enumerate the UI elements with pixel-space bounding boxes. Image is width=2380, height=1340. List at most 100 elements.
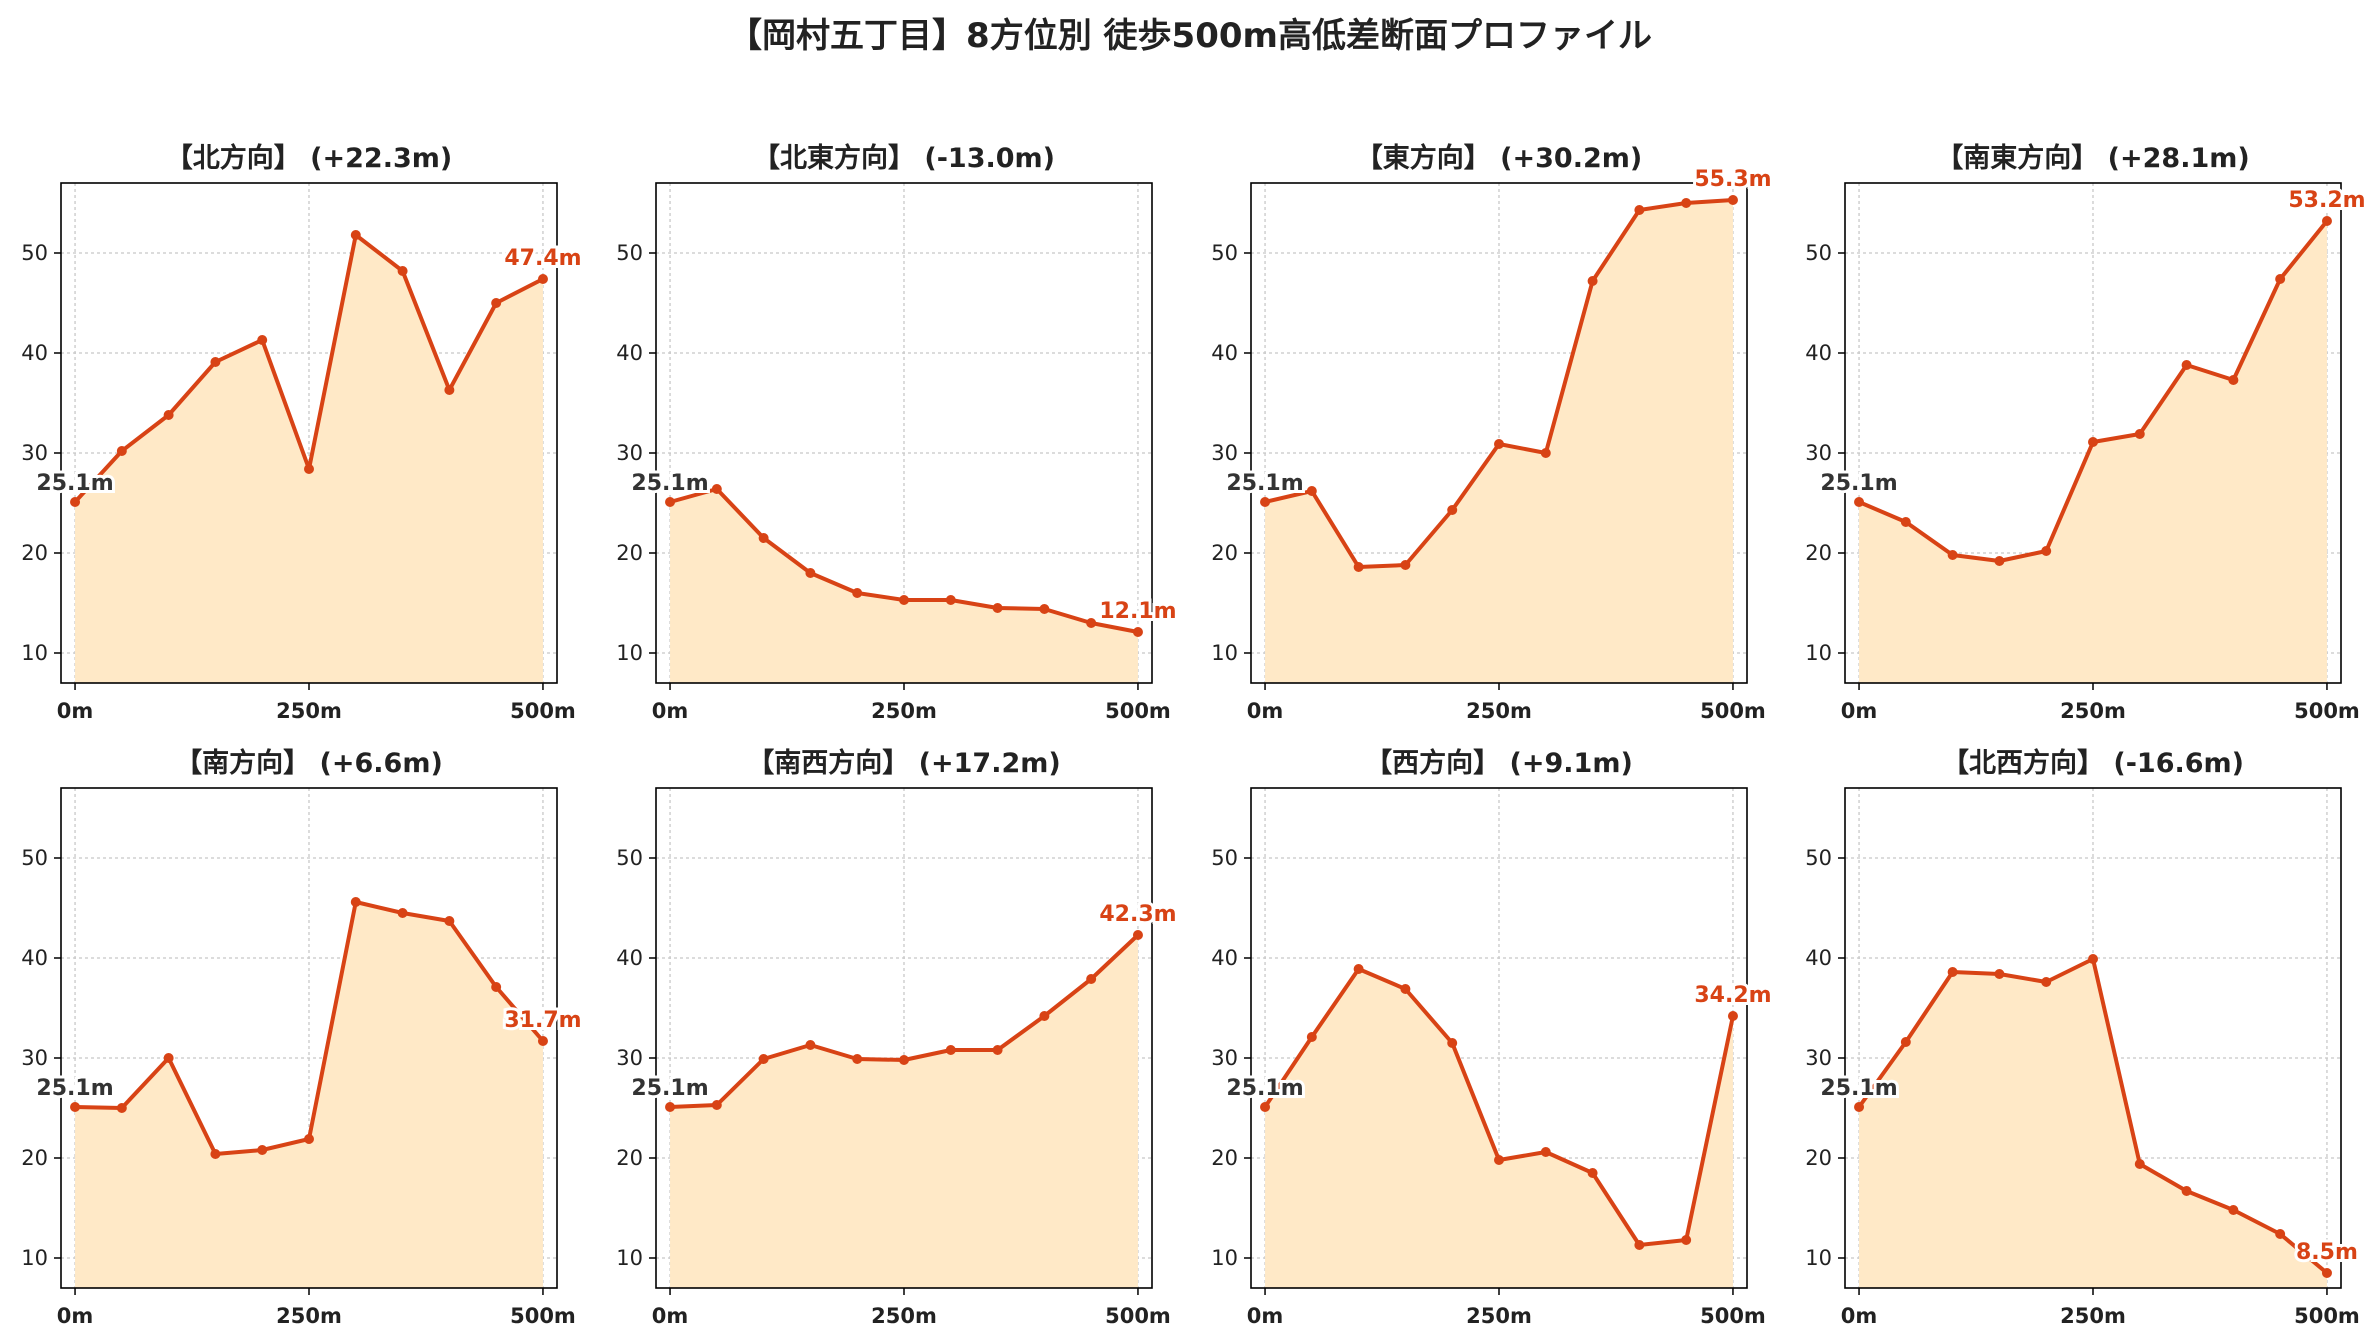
x-tick-label: 0m <box>1247 699 1284 723</box>
data-point <box>1447 505 1458 515</box>
y-tick-label: 20 <box>1211 541 1238 565</box>
data-point <box>491 298 502 308</box>
y-tick-label: 40 <box>616 341 643 365</box>
x-tick-label: 0m <box>652 699 689 723</box>
chart-title: 【東方向】 (+30.2m) <box>1356 142 1642 174</box>
data-point <box>350 897 361 907</box>
y-tick-label: 30 <box>1211 1046 1238 1070</box>
data-point <box>70 497 81 507</box>
end-value-label: 31.7m <box>504 1008 581 1033</box>
data-point <box>945 1045 956 1055</box>
area-fill <box>75 902 543 1288</box>
data-point <box>1132 627 1143 637</box>
data-point <box>2181 1186 2192 1196</box>
end-value-label: 42.3m <box>1099 902 1176 927</box>
data-point <box>2275 1229 2286 1239</box>
y-tick-label: 10 <box>21 641 48 665</box>
y-tick-label: 40 <box>21 341 48 365</box>
y-tick-label: 30 <box>1211 441 1238 465</box>
data-point <box>1400 560 1411 570</box>
data-point <box>2321 216 2332 226</box>
y-tick-label: 40 <box>1211 946 1238 970</box>
y-tick-label: 30 <box>21 1046 48 1070</box>
x-tick-label: 500m <box>510 699 576 723</box>
data-point <box>2228 1205 2239 1215</box>
chart-title: 【南東方向】 (+28.1m) <box>1936 142 2249 174</box>
data-point <box>1039 1011 1050 1021</box>
y-tick-label: 10 <box>616 641 643 665</box>
end-value-label: 55.3m <box>1694 167 1771 192</box>
data-point <box>1854 497 1865 507</box>
data-point <box>1540 448 1551 458</box>
data-point <box>116 446 127 456</box>
chart-title: 【北西方向】 (-16.6m) <box>1942 747 2244 779</box>
data-point <box>665 497 676 507</box>
chart-title: 【南西方向】 (+17.2m) <box>747 747 1060 779</box>
data-point <box>1494 1155 1504 1165</box>
data-point <box>1681 198 1692 208</box>
data-point <box>1086 974 1097 984</box>
y-tick-label: 10 <box>1211 641 1238 665</box>
y-tick-label: 50 <box>21 846 48 870</box>
data-point <box>491 982 502 992</box>
y-tick-label: 30 <box>1805 1046 1832 1070</box>
y-tick-label: 50 <box>1211 846 1238 870</box>
y-tick-label: 40 <box>1211 341 1238 365</box>
area-fill <box>1859 959 2327 1288</box>
start-value-label: 25.1m <box>1820 1076 1897 1101</box>
data-point <box>2321 1268 2332 1278</box>
y-tick-label: 10 <box>21 1246 48 1270</box>
start-value-label: 25.1m <box>36 1076 113 1101</box>
data-point <box>1947 967 1958 977</box>
y-tick-label: 30 <box>21 441 48 465</box>
data-point <box>1587 1168 1598 1178</box>
area-fill <box>1265 200 1733 683</box>
end-value-label: 12.1m <box>1099 599 1176 624</box>
chart-title: 【北方向】 (+22.3m) <box>166 142 452 174</box>
data-point <box>852 1054 863 1064</box>
data-point <box>711 484 722 494</box>
data-point <box>1634 205 1645 215</box>
y-tick-label: 40 <box>21 946 48 970</box>
data-point <box>2134 1159 2145 1169</box>
y-tick-label: 40 <box>616 946 643 970</box>
data-point <box>1947 550 1958 560</box>
data-point <box>444 916 455 926</box>
area-fill <box>75 235 543 683</box>
y-tick-label: 50 <box>616 846 643 870</box>
x-tick-label: 250m <box>276 699 342 723</box>
y-tick-label: 20 <box>1211 1146 1238 1170</box>
x-tick-label: 250m <box>2060 699 2126 723</box>
data-point <box>1587 276 1598 286</box>
data-point <box>758 533 769 543</box>
y-tick-label: 20 <box>21 541 48 565</box>
y-tick-label: 10 <box>1805 641 1832 665</box>
data-point <box>1994 969 2005 979</box>
data-point <box>2181 360 2192 370</box>
data-point <box>116 1103 127 1113</box>
y-tick-label: 20 <box>616 541 643 565</box>
data-point <box>1353 562 1364 572</box>
end-value-label: 47.4m <box>504 246 581 271</box>
x-tick-label: 0m <box>1841 1304 1878 1328</box>
data-point <box>805 568 816 578</box>
chart-title: 【南方向】 (+6.6m) <box>175 747 443 779</box>
x-tick-label: 250m <box>2060 1304 2126 1328</box>
y-tick-label: 20 <box>1805 541 1832 565</box>
data-point <box>1306 1032 1317 1042</box>
y-tick-label: 20 <box>1805 1146 1832 1170</box>
data-point <box>1681 1235 1692 1245</box>
data-point <box>1494 439 1504 449</box>
x-tick-label: 250m <box>1466 1304 1532 1328</box>
data-point <box>1132 930 1143 940</box>
data-point <box>397 908 408 918</box>
y-tick-label: 20 <box>616 1146 643 1170</box>
data-point <box>70 1102 81 1112</box>
